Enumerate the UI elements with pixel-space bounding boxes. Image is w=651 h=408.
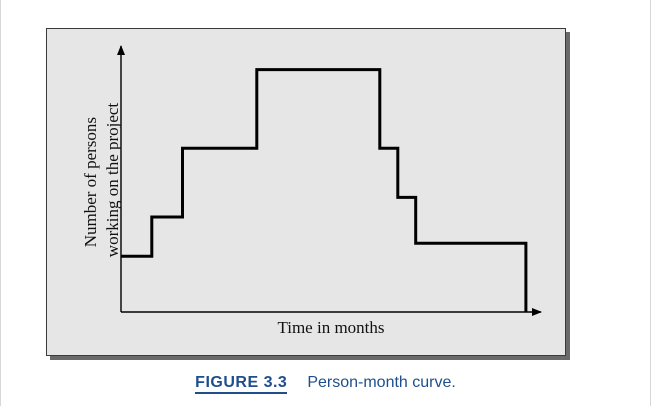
figure-caption: FIGURE 3.3 Person-month curve. [0, 374, 651, 394]
person-month-chart: Time in months Number of persons working… [81, 45, 542, 337]
figure-panel [46, 28, 566, 356]
x-axis-label: Time in months [277, 318, 384, 337]
y-axis-label-line-2: working on the project [103, 103, 122, 258]
y-axis-label: Number of persons working on the project [81, 103, 122, 258]
step-series-line [121, 68, 528, 312]
figure-number: FIGURE 3.3 [195, 374, 288, 394]
figure-caption-text: Person-month curve. [307, 374, 456, 391]
y-axis-label-line-1: Number of persons [81, 117, 100, 247]
